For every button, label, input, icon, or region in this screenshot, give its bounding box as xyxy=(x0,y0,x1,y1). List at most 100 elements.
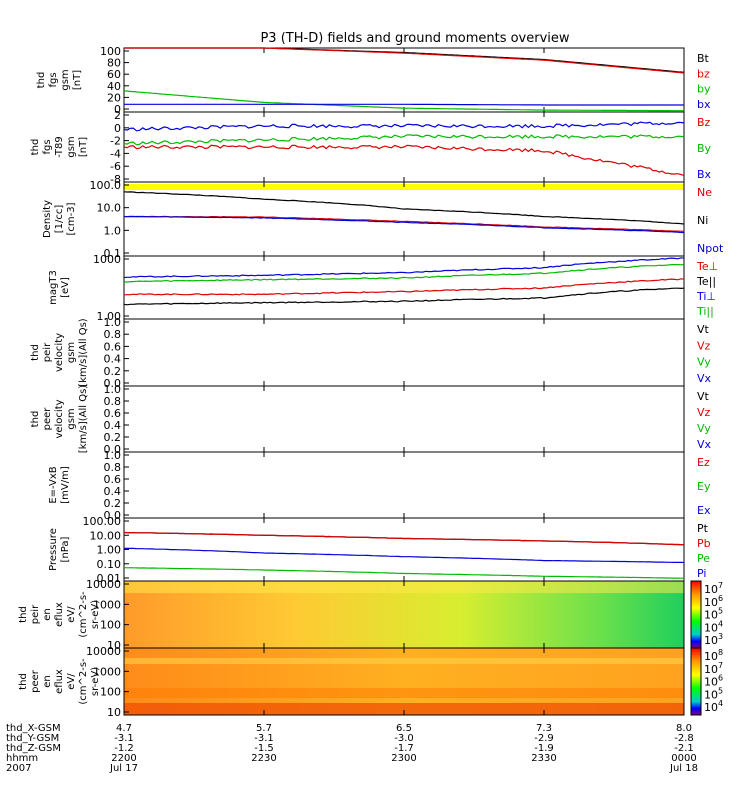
colorbar-tick-label: 104 xyxy=(704,699,723,714)
y-tick-label: 10.00 xyxy=(90,529,122,542)
y-tick-label: 0.8 xyxy=(104,328,122,341)
y-tick-label: 2 xyxy=(114,109,121,122)
y-tick-label: 0.4 xyxy=(104,353,122,366)
series-Pi xyxy=(123,547,685,564)
y-axis-label-line: peir xyxy=(30,604,41,624)
legend-Pt: Pt xyxy=(697,522,709,535)
panel-frame xyxy=(123,47,685,113)
panel-peir-velocity: 1.00.80.60.40.20.0 thd peir velocity gsm [km/… xyxy=(30,316,712,390)
y-axis-label-line: thd xyxy=(36,72,47,89)
y-tick-label: 40 xyxy=(107,80,121,93)
y-tick-label: -2 xyxy=(110,135,121,148)
chart-title: P3 (TH-D) fields and ground moments over… xyxy=(260,31,569,46)
colorbar-rect xyxy=(690,647,702,716)
y-tick-label: 0.2 xyxy=(104,365,122,378)
y-axis-label-line: thd xyxy=(30,139,41,156)
legend-by: by xyxy=(697,83,711,96)
y-tick-label: 1000 xyxy=(93,665,121,678)
legend-Bz: Bz xyxy=(697,116,711,129)
y-axis-label-line: -T89 xyxy=(54,136,65,158)
y-axis-label-line: sr-eV) xyxy=(90,667,101,696)
legend-Ez: Ez xyxy=(697,456,710,469)
colorbar-tick-exponent: 3 xyxy=(718,632,723,641)
y-tick-label: 0.10 xyxy=(97,558,122,571)
legend-Pb: Pb xyxy=(697,537,711,550)
series-bx xyxy=(124,103,684,106)
legend-Vy: Vy xyxy=(697,356,711,369)
y-axis-label-line: peer xyxy=(30,669,41,693)
x-column-value: Jul 18 xyxy=(669,763,698,774)
series-Pb xyxy=(123,531,685,546)
y-tick-label: -4 xyxy=(110,147,121,160)
y-axis-label-line: E=-VxB xyxy=(48,466,59,503)
panel-temperature: 1000 1.00 magT3 [eV] Te⊥ Te|| Ti⊥ Ti|| xyxy=(48,253,718,323)
y-tick-label: 0 xyxy=(114,122,121,135)
colorbar-tick-exponent: 6 xyxy=(718,594,723,603)
legend-Te⊥: Te⊥ xyxy=(696,260,718,273)
x-column-value: -2.8 xyxy=(674,733,694,744)
y-tick-label: 0.0 xyxy=(104,443,122,456)
y-tick-label: 0.01 xyxy=(97,572,122,585)
legend-Vt: Vt xyxy=(697,323,710,336)
y-tick-label: 100.0 xyxy=(90,179,122,192)
series-Bx xyxy=(123,121,685,132)
y-tick-label: 10 xyxy=(107,706,121,719)
legend-Vz: Vz xyxy=(697,406,711,419)
y-tick-label: 10000 xyxy=(86,645,121,658)
legend-Bx: Bx xyxy=(697,168,712,181)
x-column-value: -2.9 xyxy=(534,733,554,744)
legend-Vt: Vt xyxy=(697,390,710,403)
legend-Pi: Pi xyxy=(697,567,706,580)
legend-bz: bz xyxy=(697,67,710,80)
y-axis-label-line: fgs xyxy=(48,72,59,87)
colorbar-tick-exponent: 4 xyxy=(718,699,723,708)
y-tick-label: 1.0 xyxy=(104,224,122,237)
colorbar-tick-exponent: 8 xyxy=(718,648,723,657)
x-column-value: -3.1 xyxy=(114,733,134,744)
y-tick-label: 100.00 xyxy=(83,515,122,528)
y-tick-label: 1.0 xyxy=(104,316,122,329)
x-column-value: -1.5 xyxy=(254,743,274,754)
y-tick-label: 1000 xyxy=(93,598,121,611)
panel-peer-eflux: 10000 1000 100 10 thd peer en eflux eV/(cm^2-s-s… xyxy=(18,645,685,719)
y-axis-label-line: [km/s](All Qs) xyxy=(78,385,89,453)
y-tick-label: 0.8 xyxy=(104,395,122,408)
legend-Npot: Npot xyxy=(697,242,724,255)
panel-peir-eflux: 10000 1000 100 10 thd peir en eflux eV/(cm^2-s-s… xyxy=(18,578,685,652)
panel-fgs-t89: 20-2-4-6-8 thd fgs -T89 gsm [nT] Bz By Bx xyxy=(30,109,712,186)
colorbar-tick-exponent: 7 xyxy=(718,581,723,590)
panel-frame xyxy=(123,255,685,320)
x-column-value: 4.7 xyxy=(116,723,132,734)
spectrogram-band-2 xyxy=(124,688,684,698)
y-axis-label-line: [eV] xyxy=(60,277,71,298)
x-column-value: 2230 xyxy=(251,753,276,764)
x-column-value: 6.5 xyxy=(396,723,412,734)
y-axis-label-line: en xyxy=(42,608,53,621)
panel-frame xyxy=(123,318,685,387)
y-axis-label-line: Density xyxy=(42,200,53,238)
y-tick-label: 0.6 xyxy=(104,340,122,353)
legend-Ne: Ne xyxy=(697,186,712,199)
y-tick-label: 0.8 xyxy=(104,461,122,474)
legend-bx: bx xyxy=(697,98,711,111)
y-axis-label-line: eV/ xyxy=(66,673,77,690)
x-column-value: 2300 xyxy=(391,753,416,764)
y-axis-label-line: thd xyxy=(18,673,29,690)
y-tick-label: 0.1 xyxy=(104,247,122,260)
y-axis-label-line: thd xyxy=(30,411,41,428)
y-tick-label: 0.6 xyxy=(104,473,122,486)
y-tick-label: -6 xyxy=(110,160,121,173)
y-axis-label-line: gsm xyxy=(60,69,71,90)
y-axis-label-line: gsm xyxy=(66,136,77,157)
y-axis-label-line: peir xyxy=(42,342,53,362)
series-by xyxy=(123,90,684,112)
y-tick-label: 1000 xyxy=(93,253,121,266)
y-axis-label-line: (cm^2-s- xyxy=(78,591,89,638)
y-tick-label: 0 xyxy=(114,103,121,116)
x-column-value: -3.0 xyxy=(394,733,414,744)
y-axis-label-line: fgs xyxy=(42,139,53,154)
panel-frame xyxy=(123,517,685,582)
colorbar-tick-exponent: 4 xyxy=(718,619,723,628)
